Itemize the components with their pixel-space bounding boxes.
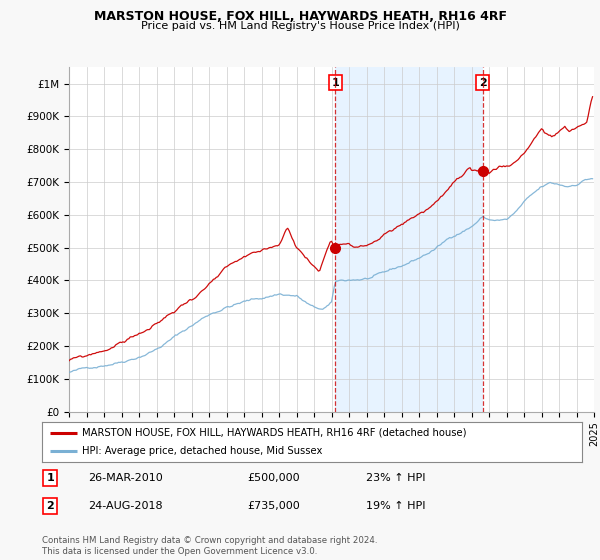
Text: 26-MAR-2010: 26-MAR-2010 bbox=[88, 473, 163, 483]
Text: Price paid vs. HM Land Registry's House Price Index (HPI): Price paid vs. HM Land Registry's House … bbox=[140, 21, 460, 31]
Text: 19% ↑ HPI: 19% ↑ HPI bbox=[366, 501, 425, 511]
Text: HPI: Average price, detached house, Mid Sussex: HPI: Average price, detached house, Mid … bbox=[83, 446, 323, 456]
Text: 23% ↑ HPI: 23% ↑ HPI bbox=[366, 473, 425, 483]
Text: 2: 2 bbox=[479, 78, 487, 88]
Text: 1: 1 bbox=[46, 473, 54, 483]
Text: 24-AUG-2018: 24-AUG-2018 bbox=[88, 501, 163, 511]
Text: £735,000: £735,000 bbox=[247, 501, 300, 511]
Text: 1: 1 bbox=[331, 78, 339, 88]
Text: MARSTON HOUSE, FOX HILL, HAYWARDS HEATH, RH16 4RF: MARSTON HOUSE, FOX HILL, HAYWARDS HEATH,… bbox=[94, 10, 506, 23]
Text: Contains HM Land Registry data © Crown copyright and database right 2024.
This d: Contains HM Land Registry data © Crown c… bbox=[42, 536, 377, 556]
Text: £500,000: £500,000 bbox=[247, 473, 300, 483]
Text: MARSTON HOUSE, FOX HILL, HAYWARDS HEATH, RH16 4RF (detached house): MARSTON HOUSE, FOX HILL, HAYWARDS HEATH,… bbox=[83, 428, 467, 437]
Bar bbox=[335, 67, 482, 412]
Text: 2: 2 bbox=[46, 501, 54, 511]
